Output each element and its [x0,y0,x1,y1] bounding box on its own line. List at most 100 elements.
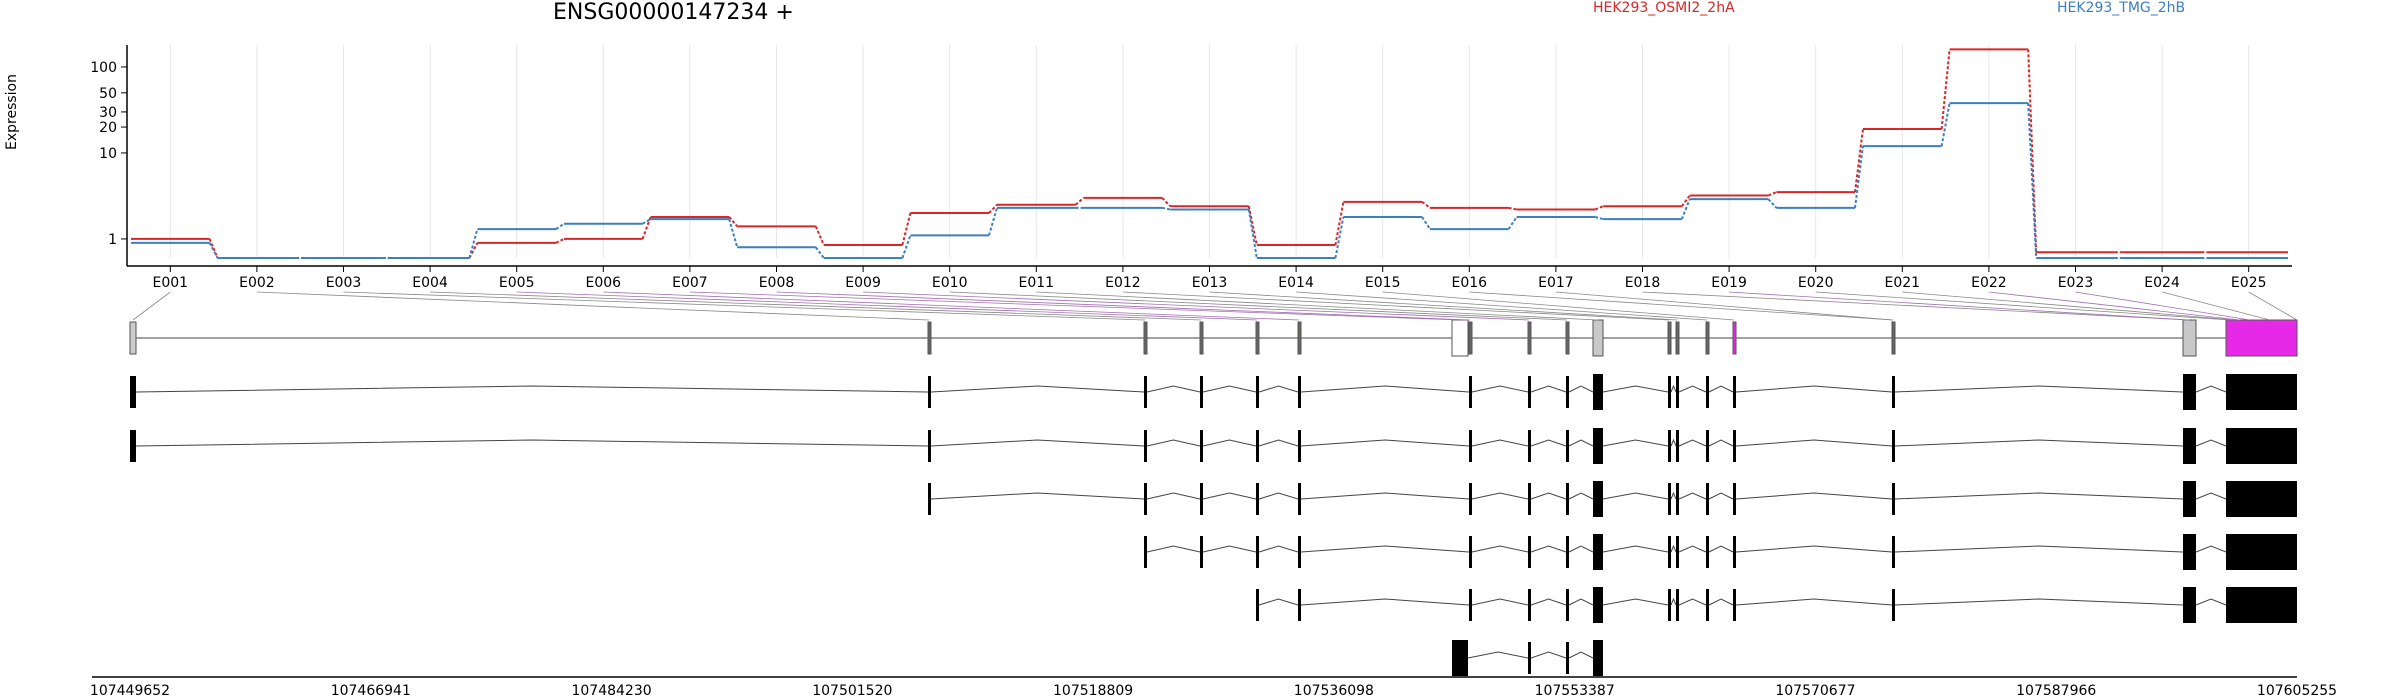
composite-exon [1297,321,1302,355]
composite-exon [1667,321,1672,355]
transcript-exon [130,430,136,462]
series-connector [1854,128,1864,193]
exon-connector-line [516,291,1258,321]
series-connector [555,222,565,230]
y-tick-label: 50 [99,86,117,102]
intron-line [1471,492,1529,500]
exon-connector-line [863,291,1530,321]
intron-line [1894,545,2184,553]
transcript-exon [1566,536,1569,568]
exon-connector-line [1296,291,1708,321]
legend-entry-series-a: HEK293_OSMI2_2hA [1593,0,1735,16]
x-tick-label: E017 [1538,275,1574,291]
transcript-exon [130,376,136,408]
intron-line [1602,439,1669,447]
intron-line [1471,439,1529,447]
intron-line [1708,385,1734,393]
genomic-tick-label: 107536098 [1294,683,1374,699]
intron-line [1146,492,1201,500]
series-connector [2027,103,2038,259]
intron-line [1568,598,1594,606]
x-tick-label: E011 [1019,275,1055,291]
intron-line [135,385,929,393]
legend-entry-series-b: HEK293_TMG_2hB [2057,0,2186,16]
y-tick-label: 100 [90,60,117,76]
intron-line [2195,598,2227,606]
genomic-tick-label: 107484230 [571,683,651,699]
transcript-exon [1593,640,1603,676]
intron-line [1894,492,2184,500]
intron-line [1894,385,2184,393]
x-tick-label: E008 [759,275,795,291]
intron-line [1602,545,1669,553]
genomic-tick-label: 107605255 [2257,683,2337,699]
intron-line [2195,385,2227,393]
series-connector [988,204,998,214]
intron-line [1708,492,1734,500]
exon-connector-line [1902,291,2236,321]
transcript-exon [1298,430,1301,462]
series-connector [1768,191,1777,197]
exon-connector-line [949,291,1568,321]
x-tick-label: E016 [1452,275,1488,291]
x-tick-label: E009 [845,275,881,291]
x-tick-label: E007 [672,275,708,291]
intron-line [1300,545,1470,553]
x-tick-label: E005 [499,275,535,291]
transcript-exon [2183,428,2196,464]
series-connector [1334,216,1345,259]
series-connector [641,216,652,240]
transcript-exon [1298,483,1301,515]
intron-line [1300,598,1470,606]
series-connector [901,235,912,259]
series-connector [1594,216,1604,221]
composite-exon [1143,321,1148,355]
exon-connector-line [776,291,1471,321]
transcript-exon [1200,430,1203,462]
exon-connector-line [1469,291,1894,321]
transcript-exon [1200,376,1203,408]
exon-connector-line [132,291,171,321]
x-tick-label: E002 [239,275,275,291]
exon-connector-line [430,291,1202,321]
intron-line [1678,598,1707,606]
transcript-exon [1676,483,1679,515]
series-connector [728,218,739,248]
series-connector [1854,145,1864,208]
exon-connector-line [1555,291,1894,321]
composite-exon [1732,321,1737,355]
transcript-exon [1593,374,1603,410]
transcript-exon [1668,376,1671,408]
transcript-exon [1144,430,1147,462]
chart-title: ENSG00000147234 + [553,0,794,25]
composite-exon [1451,319,1469,357]
intron-line [1894,598,2184,606]
transcript-exon [1528,483,1531,515]
transcript-exon [1566,642,1569,674]
transcript-exon [1733,589,1736,621]
intron-line [1146,385,1201,393]
series-connector [1421,216,1431,230]
exon-connector-line [1988,291,2241,321]
transcript-exon [1298,376,1301,408]
exon-connector-line [2075,291,2251,321]
x-tick-label: E015 [1365,275,1401,291]
series-connector [1161,197,1171,207]
series-connector [1247,209,1258,259]
y-tick-label: 30 [99,105,117,121]
series-connector [1940,102,1951,147]
series-connector [728,216,738,228]
transcript-exon [1566,376,1569,408]
transcript-exon [1528,430,1531,462]
series-connector [901,212,912,246]
transcript-exon [928,430,931,462]
series-connector [2027,49,2038,253]
x-tick-label: E012 [1105,275,1141,291]
composite-exon [129,321,137,355]
genomic-tick-label: 107501520 [812,683,892,699]
intron-line [1300,385,1470,393]
x-tick-label: E001 [153,275,189,291]
transcript-exon [2226,481,2297,517]
intron-line [1678,385,1707,393]
